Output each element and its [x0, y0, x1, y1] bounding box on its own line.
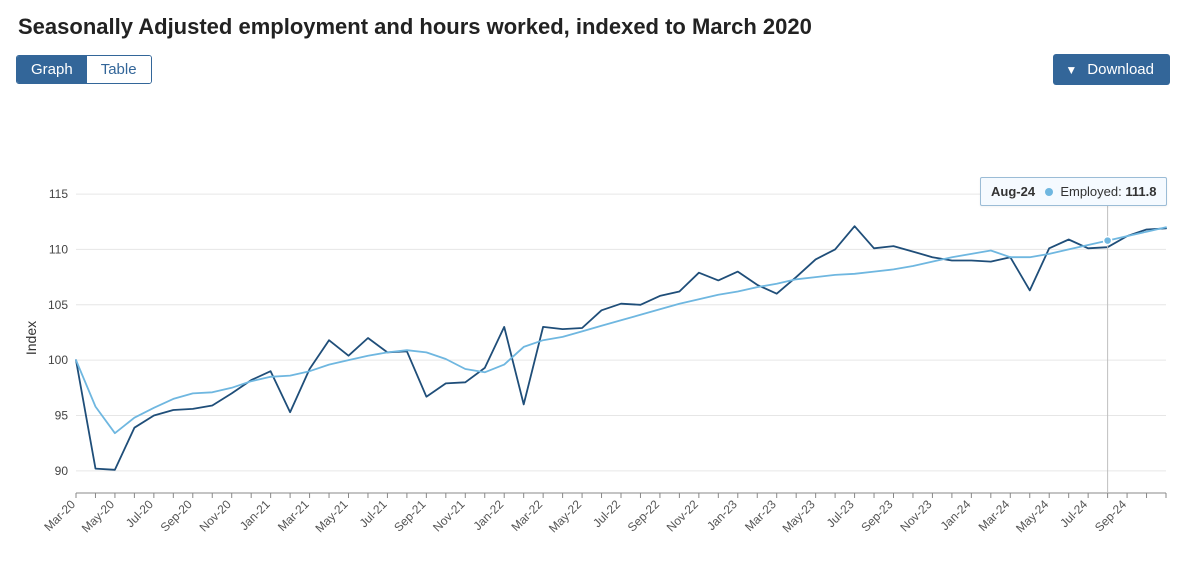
chart-tooltip: Aug-24 Employed: 111.8 — [980, 177, 1167, 206]
x-tick-label: Jul-20 — [123, 497, 156, 530]
chart-title: Seasonally Adjusted employment and hours… — [18, 14, 1170, 40]
download-label: Download — [1087, 61, 1154, 78]
x-tick-label: Mar-21 — [275, 497, 312, 534]
x-tick-label: Jul-22 — [590, 497, 623, 530]
x-tick-label: May-21 — [312, 497, 350, 535]
x-tick-label: Sep-22 — [625, 497, 662, 534]
x-tick-label: Mar-23 — [742, 497, 779, 534]
y-tick-label: 110 — [49, 242, 68, 256]
x-tick-label: Mar-20 — [41, 497, 78, 534]
x-tick-label: Jan-23 — [704, 497, 740, 533]
x-tick-label: Sep-24 — [1092, 497, 1129, 534]
page: Seasonally Adjusted employment and hours… — [0, 0, 1186, 573]
x-tick-label: May-22 — [546, 497, 584, 535]
download-button[interactable]: ▼ Download — [1053, 54, 1170, 85]
series-line — [76, 226, 1166, 470]
tooltip-date: Aug-24 — [991, 184, 1035, 199]
x-tick-label: Nov-21 — [430, 497, 467, 534]
x-tick-label: Jul-24 — [1057, 497, 1090, 530]
y-tick-label: 95 — [55, 409, 69, 423]
x-tick-label: Sep-21 — [391, 497, 428, 534]
y-tick-label: 90 — [55, 464, 69, 478]
x-tick-label: Nov-22 — [664, 497, 701, 534]
x-tick-label: Jan-24 — [938, 497, 974, 533]
y-tick-label: 115 — [49, 187, 68, 201]
toolbar: Graph Table ▼ Download — [16, 54, 1170, 85]
x-tick-label: May-24 — [1013, 497, 1051, 535]
chart-svg: 9095100105110115IndexMar-20May-20Jul-20S… — [16, 93, 1170, 563]
x-tick-label: Nov-20 — [197, 497, 234, 534]
x-tick-label: Jan-21 — [237, 497, 273, 533]
x-tick-label: May-20 — [79, 497, 117, 535]
x-tick-label: Sep-23 — [858, 497, 895, 534]
y-axis-label: Index — [23, 321, 39, 355]
x-tick-label: Sep-20 — [158, 497, 195, 534]
chevron-down-icon: ▼ — [1065, 63, 1077, 77]
x-tick-label: Nov-23 — [897, 497, 934, 534]
x-tick-label: Jul-23 — [824, 497, 857, 530]
y-tick-label: 100 — [48, 353, 68, 367]
view-toggle: Graph Table — [16, 55, 152, 84]
x-tick-label: May-23 — [780, 497, 818, 535]
y-tick-label: 105 — [48, 298, 68, 312]
tooltip-dot-icon — [1045, 188, 1053, 196]
chart: 9095100105110115IndexMar-20May-20Jul-20S… — [16, 93, 1170, 563]
tooltip-series-label: Employed: — [1060, 184, 1121, 199]
tab-graph[interactable]: Graph — [17, 56, 87, 83]
tooltip-marker — [1104, 237, 1112, 245]
x-tick-label: Mar-22 — [508, 497, 545, 534]
tab-table[interactable]: Table — [87, 56, 151, 83]
x-tick-label: Jul-21 — [357, 497, 390, 530]
x-tick-label: Jan-22 — [470, 497, 506, 533]
x-tick-label: Mar-24 — [976, 497, 1013, 534]
tooltip-value: 111.8 — [1125, 184, 1156, 199]
